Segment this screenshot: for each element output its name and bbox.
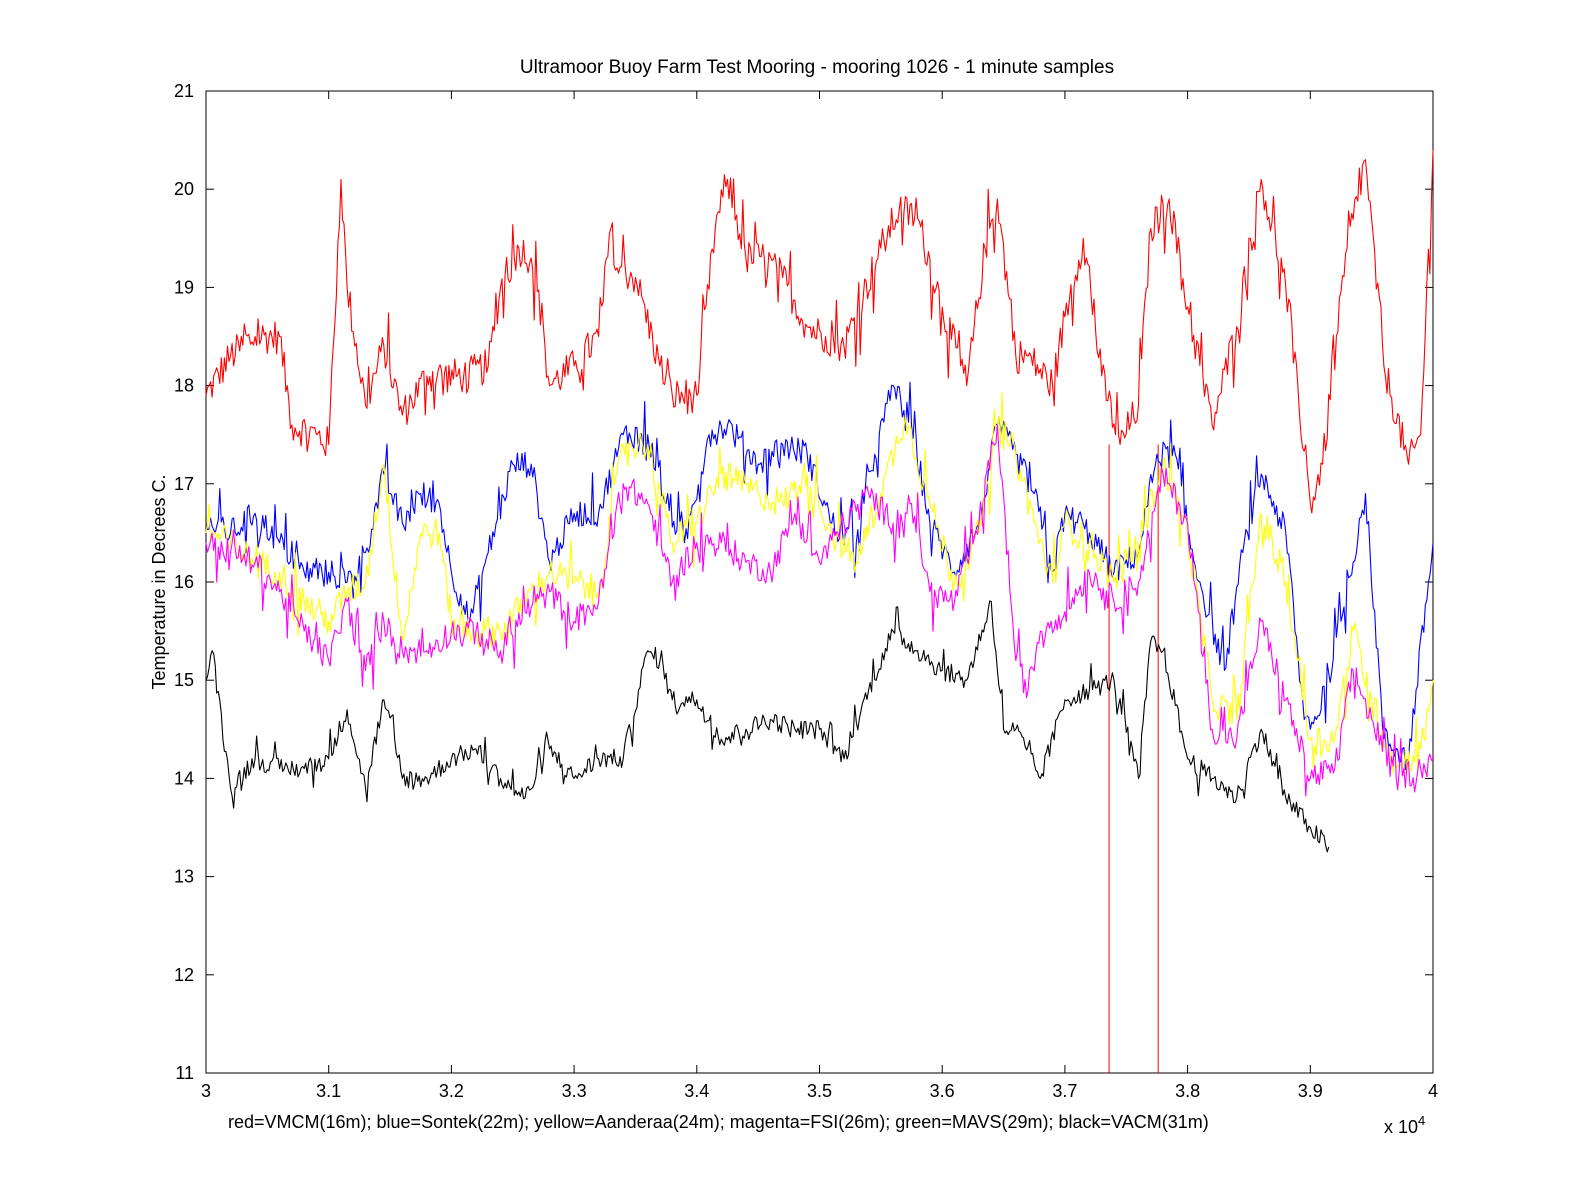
y-tick-label: 13: [174, 867, 194, 887]
y-tick-label: 21: [174, 81, 194, 101]
y-tick-label: 19: [174, 277, 194, 297]
y-tick-label: 14: [174, 768, 194, 788]
series-line: [205, 392, 1434, 776]
x-axis-exponent: x 104: [1384, 1113, 1425, 1137]
x-axis-label: red=VMCM(16m); blue=Sontek(22m); yellow=…: [228, 1112, 1209, 1132]
y-tick-label: 15: [174, 670, 194, 690]
y-axis-label: Temperature in Decrees C.: [149, 474, 169, 689]
x-tick-label: 3.9: [1298, 1081, 1323, 1101]
x-tick-label: 3.1: [316, 1081, 341, 1101]
x-tick-label: 3.2: [439, 1081, 464, 1101]
y-tick-label: 12: [174, 965, 194, 985]
y-tick-label: 16: [174, 572, 194, 592]
x-tick-label: 3.5: [807, 1081, 832, 1101]
series-line: [205, 381, 1434, 771]
y-tick-label: 20: [174, 179, 194, 199]
y-tick-label: 18: [174, 376, 194, 396]
chart-title: Ultramoor Buoy Farm Test Mooring - moori…: [520, 57, 1114, 78]
y-tick-label: 17: [174, 474, 194, 494]
series-layer: [205, 149, 1434, 853]
x-axis-exponent-base: x 10: [1384, 1117, 1418, 1137]
x-axis: 3 3.1 3.2 3.3 3.4 3.5 3.6 3.7 3.8 3.9 4: [201, 91, 1438, 1101]
series-line: [205, 149, 1434, 514]
x-tick-label: 3: [201, 1081, 211, 1101]
x-tick-label: 3.6: [930, 1081, 955, 1101]
x-tick-label: 3.7: [1052, 1081, 1077, 1101]
series-line: [205, 424, 1434, 797]
series-line: [205, 600, 1330, 853]
x-tick-label: 3.4: [684, 1081, 709, 1101]
x-axis-exponent-power: 4: [1418, 1113, 1425, 1128]
y-axis: 11 12 13 14 15 16 17 18 19 20 21: [174, 81, 1433, 1083]
annotation-layer: [1108, 444, 1159, 1073]
x-tick-label: 3.8: [1175, 1081, 1200, 1101]
x-tick-label: 3.3: [562, 1081, 587, 1101]
y-tick-label: 11: [175, 1063, 194, 1083]
x-tick-label: 4: [1428, 1081, 1438, 1101]
plot-area: [205, 90, 1434, 1074]
